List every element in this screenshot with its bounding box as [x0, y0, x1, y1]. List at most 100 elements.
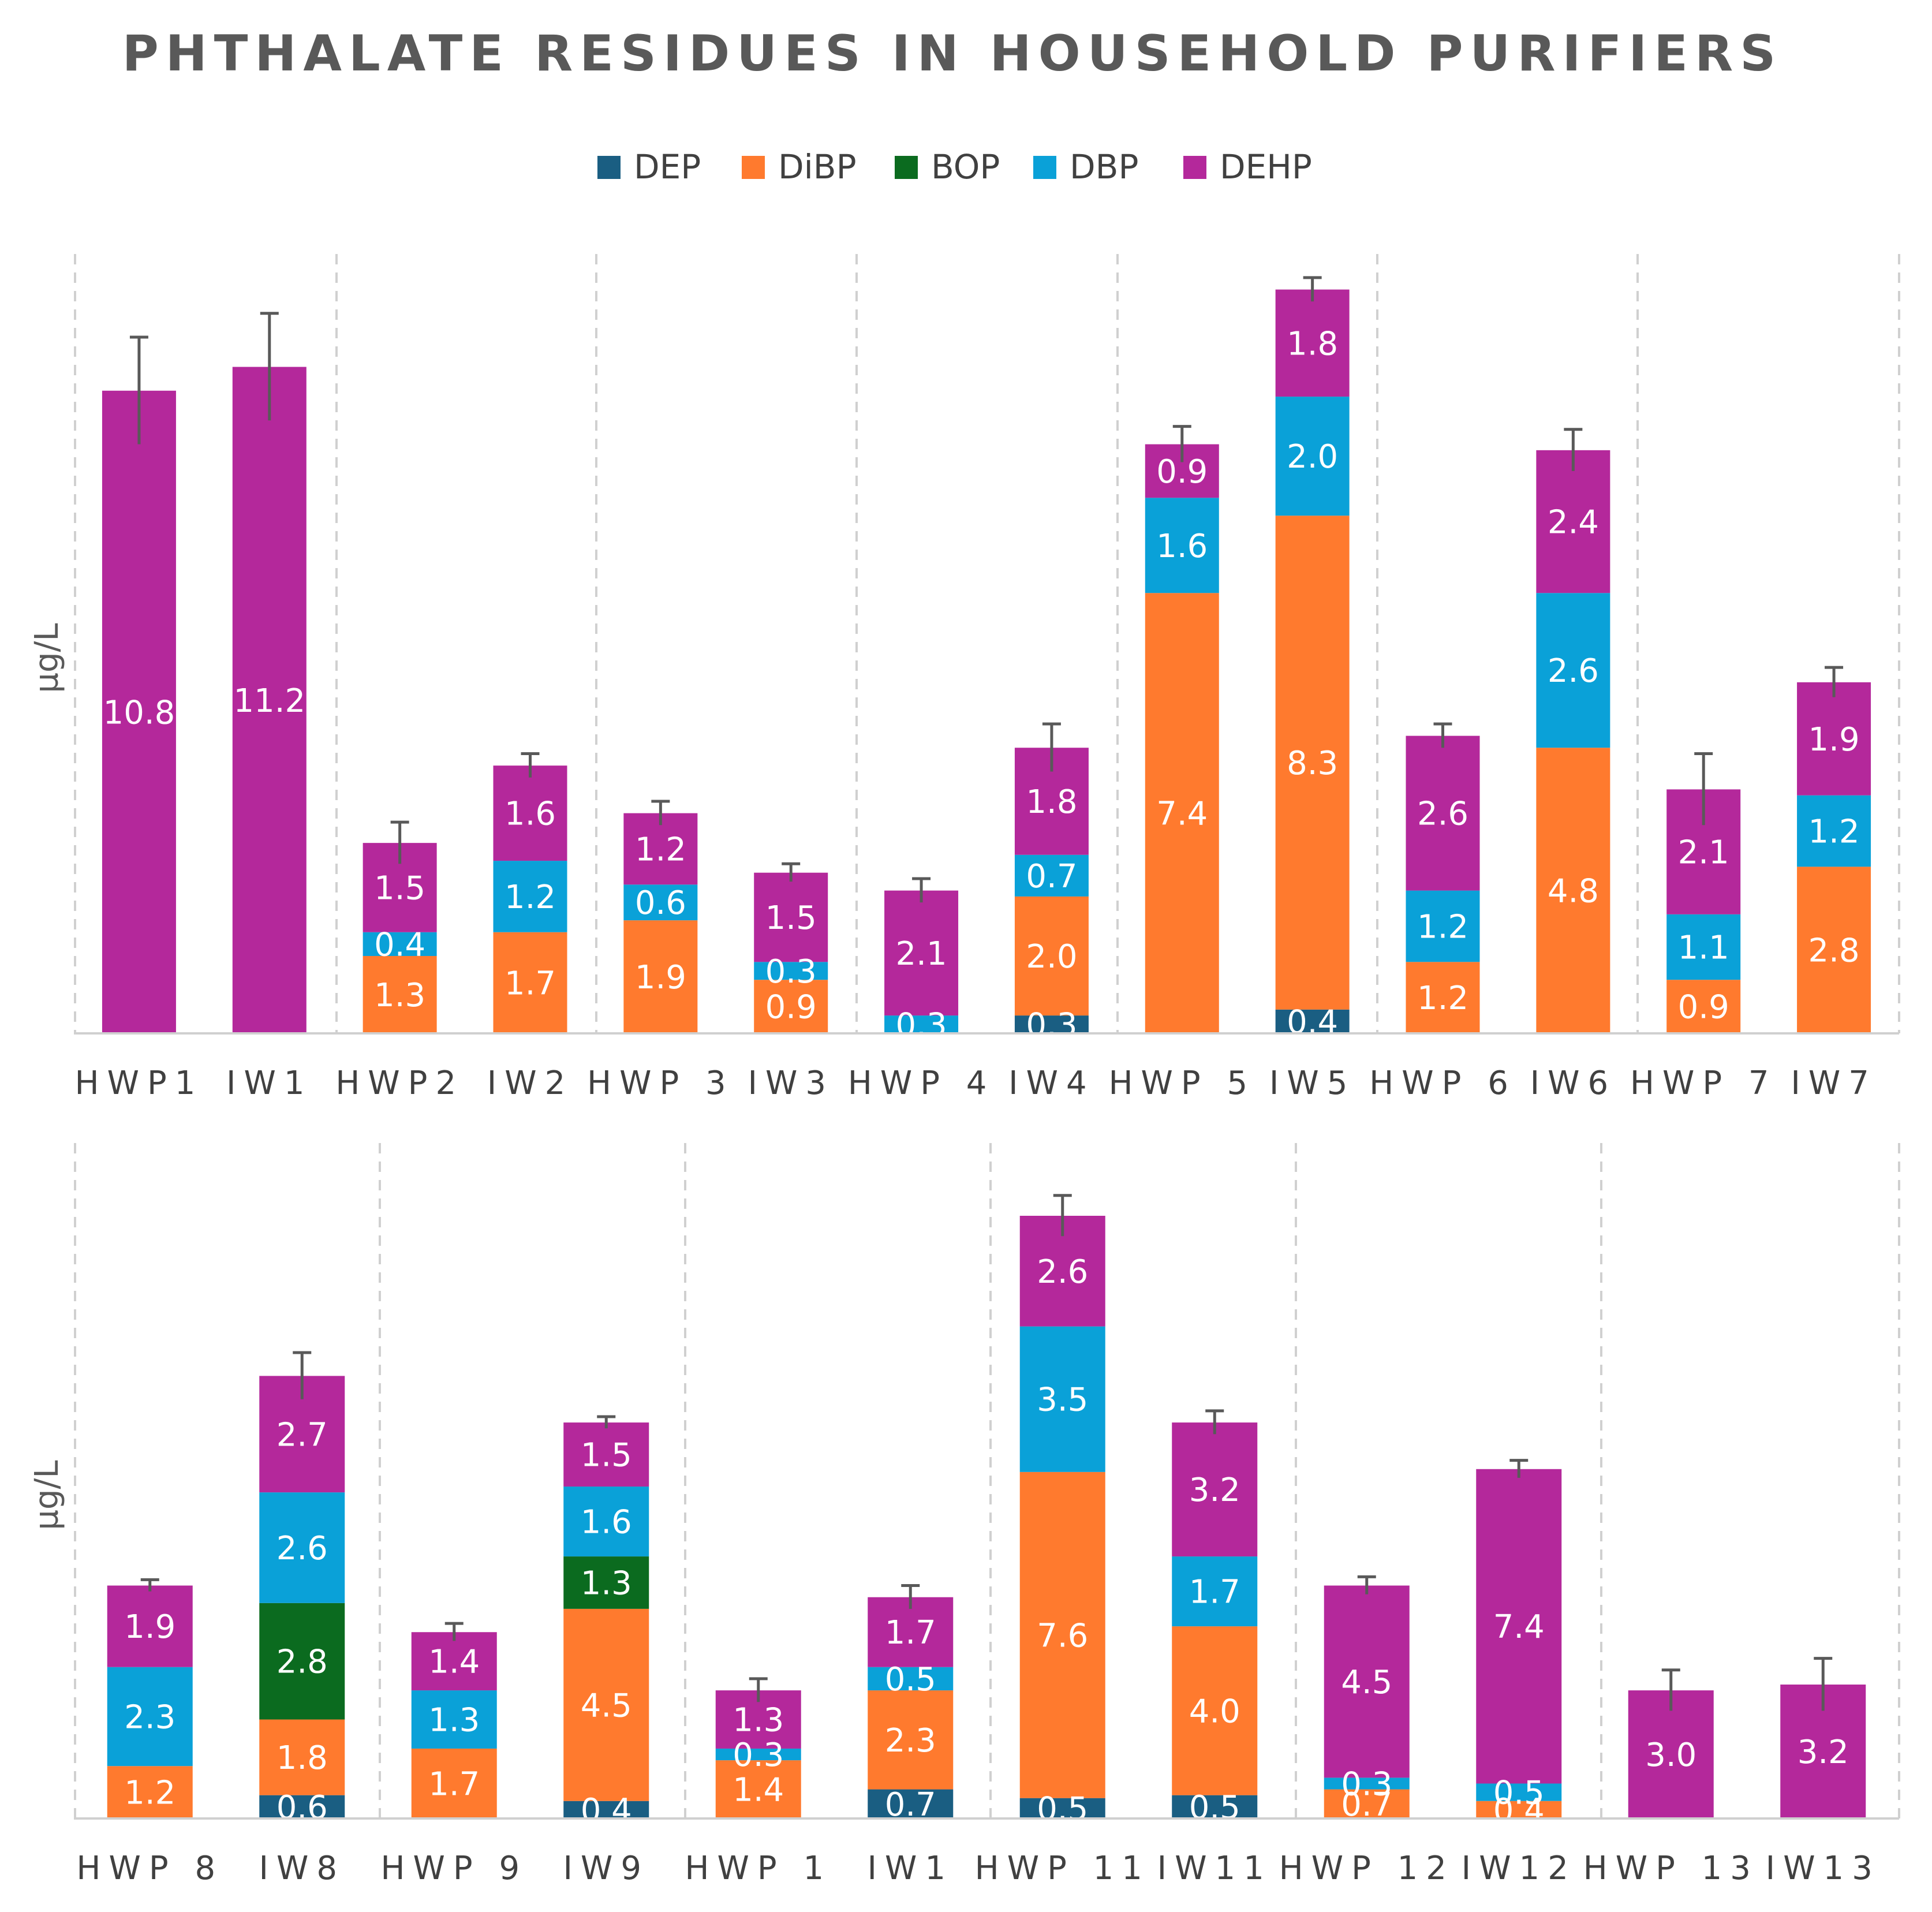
data-label-bop: 2.8 [276, 1644, 328, 1681]
data-label-dbp: 2.3 [124, 1698, 175, 1736]
bar-segment-dehp [102, 390, 176, 1033]
bar-segment-dbp [754, 962, 828, 980]
x-tick-label: HWP 7 [1630, 1065, 1777, 1102]
legend-swatch-dbp [1033, 156, 1056, 179]
bar-segment-dbp [1172, 1556, 1258, 1627]
data-label-dibp: 2.3 [885, 1722, 936, 1760]
data-label-dbp: 0.3 [765, 953, 817, 991]
bar-segment-dibp [754, 980, 828, 1033]
x-tick-label: HWP 6 [1369, 1065, 1516, 1102]
x-tick-label: HWP 12 [1279, 1850, 1455, 1887]
bar-segment-dbp [493, 861, 567, 932]
x-tick-label: IW8 [259, 1850, 345, 1887]
data-label-dbp: 0.3 [733, 1737, 784, 1774]
data-label-dbp: 1.6 [1156, 528, 1208, 565]
data-label-dehp: 2.1 [896, 935, 947, 973]
x-tick-label: HWP1 [74, 1065, 203, 1102]
bar-segment-dibp [363, 956, 437, 1033]
bar-segment-dbp [1406, 890, 1480, 962]
bar-segment-dehp [754, 872, 828, 962]
bar-segment-dbp [1019, 1326, 1105, 1472]
data-label-dbp: 1.2 [505, 879, 556, 916]
data-label-dibp: 1.8 [276, 1739, 328, 1777]
data-label-dibp: 4.8 [1548, 873, 1599, 910]
bar-segment-dibp [1476, 1801, 1562, 1818]
data-label-dehp: 2.6 [1037, 1253, 1088, 1291]
bar-segment-dbp [1324, 1777, 1410, 1790]
x-tick-label: IW3 [748, 1065, 834, 1102]
data-label-dbp: 2.6 [276, 1530, 328, 1567]
data-label-dbp: 2.0 [1287, 438, 1338, 476]
data-label-dbp: 0.3 [1341, 1765, 1392, 1803]
data-label-dbp: 1.7 [1189, 1574, 1240, 1611]
data-label-dbp: 1.2 [1808, 813, 1860, 851]
data-label-dbp: 0.4 [374, 926, 425, 964]
bar-segment-dehp [1476, 1469, 1562, 1784]
legend-swatch-dibp [742, 156, 765, 179]
bar-segment-dbp [1797, 795, 1871, 867]
data-label-dibp: 1.3 [374, 977, 425, 1014]
bar-segment-dehp [1628, 1690, 1714, 1818]
bar-segment-dbp [1476, 1783, 1562, 1801]
bar-segment-dibp [493, 932, 567, 1033]
data-label-dehp: 1.8 [1287, 325, 1338, 363]
bar-segment-dehp [1172, 1422, 1258, 1557]
data-label-dehp: 3.0 [1645, 1737, 1696, 1774]
x-tick-label: HWP 1 [685, 1850, 832, 1887]
data-label-dehp: 1.9 [124, 1608, 175, 1646]
data-label-dibp: 1.7 [428, 1765, 480, 1803]
bar-segment-dbp [715, 1748, 801, 1761]
bar-segment-dehp [563, 1422, 649, 1487]
x-tick-label: IW2 [487, 1065, 574, 1102]
chart-title: PHTHALATE RESIDUES IN HOUSEHOLD PURIFIER… [122, 25, 1782, 83]
bar-segment-dep [1019, 1798, 1105, 1818]
x-tick-label: HWP 9 [380, 1850, 528, 1887]
bar-segment-dibp [1666, 980, 1741, 1033]
bar-segment-dbp [363, 932, 437, 956]
data-label-dibp: 1.4 [733, 1772, 784, 1809]
bar-segment-dehp [1406, 735, 1480, 891]
data-label-dibp: 4.5 [581, 1687, 632, 1724]
data-label-dibp: 1.9 [635, 959, 686, 996]
data-label-dehp: 1.9 [1808, 721, 1860, 759]
x-tick-label: IW7 [1791, 1065, 1877, 1102]
panel-bottom: µg/L 1.2 2.3 1.9 HWP 8 0.6 1.8 2.8 2.6 2.7 IW8 1.7 1… [28, 1143, 1900, 1887]
data-label-dbp: 0.3 [896, 1007, 947, 1044]
data-label-dibp: 0.7 [1341, 1786, 1392, 1824]
bar-segment-dibp [1014, 896, 1089, 1016]
bar-segment-dibp [1172, 1626, 1258, 1795]
bar-segment-bop [563, 1556, 649, 1609]
bar-segment-dehp [884, 890, 959, 1016]
bar-segment-dbp [623, 884, 698, 921]
legend-label-dibp: DiBP [778, 147, 857, 186]
bar-segment-dbp [868, 1667, 954, 1691]
bar-segment-dep [868, 1789, 954, 1818]
data-label-dibp: 2.8 [1808, 932, 1860, 970]
bar-segment-dbp [1275, 397, 1350, 516]
data-label-dep: 0.6 [276, 1789, 328, 1827]
bar-segment-dehp [1536, 450, 1610, 593]
data-label-dehp: 11.2 [233, 682, 305, 720]
bar-segment-dehp [232, 367, 307, 1033]
bar-segment-dibp [107, 1766, 193, 1818]
y-axis-label: µg/L [28, 623, 66, 693]
bar-segment-dbp [259, 1492, 345, 1603]
data-label-dehp: 1.3 [733, 1702, 784, 1739]
bar-segment-dehp [107, 1585, 193, 1667]
data-label-dibp: 0.4 [1493, 1792, 1545, 1829]
data-label-dehp: 10.8 [103, 694, 175, 731]
data-label-dibp: 2.0 [1026, 938, 1077, 976]
bar-segment-dibp [259, 1719, 345, 1795]
data-label-dibp: 0.9 [1678, 989, 1729, 1026]
bar-segment-dbp [1536, 593, 1610, 748]
data-label-dehp: 3.2 [1798, 1734, 1849, 1771]
bar-segment-dibp [623, 920, 698, 1033]
data-label-bop: 1.3 [581, 1564, 632, 1602]
data-label-dbp: 0.7 [1026, 858, 1077, 895]
data-label-dehp: 2.1 [1678, 834, 1729, 872]
data-label-dehp: 1.7 [885, 1614, 936, 1652]
x-tick-label: HWP 5 [1108, 1065, 1255, 1102]
bar-segment-dibp [1145, 593, 1219, 1033]
x-tick-label: IW1 [226, 1065, 313, 1102]
data-label-dibp: 0.9 [765, 989, 817, 1026]
